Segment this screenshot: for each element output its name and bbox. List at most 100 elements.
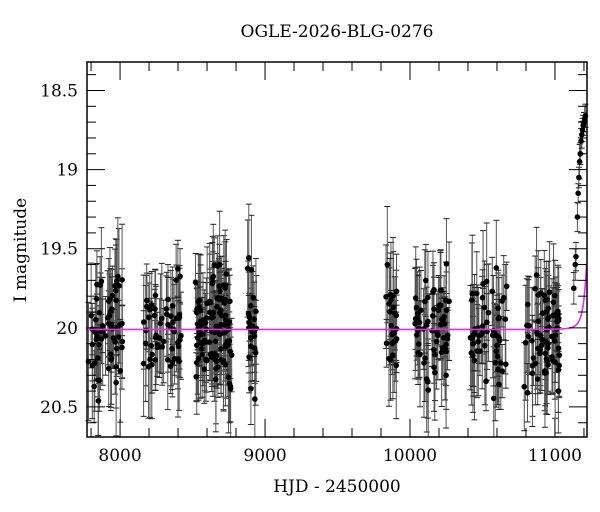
data-point (93, 336, 100, 343)
data-point (412, 295, 419, 301)
data-point (392, 310, 398, 317)
data-point (225, 374, 232, 381)
data-point (576, 174, 582, 181)
data-point (95, 398, 102, 404)
data-point (483, 319, 490, 326)
data-point (89, 341, 96, 348)
data-point (218, 346, 224, 352)
data-point (112, 339, 118, 345)
data-point (421, 360, 427, 366)
data-point (222, 329, 228, 335)
data-point (422, 355, 428, 361)
data-point (543, 308, 550, 315)
x-tick-label: 8000 (98, 446, 141, 466)
data-point (223, 271, 230, 277)
data-point (160, 338, 167, 345)
data-point (576, 158, 583, 165)
data-point (546, 289, 553, 295)
data-point (393, 336, 400, 342)
plot-frame (86, 61, 588, 438)
data-point (96, 341, 102, 348)
data-point (494, 353, 501, 360)
data-point (169, 345, 175, 352)
data-point (201, 366, 208, 373)
data-point (538, 342, 545, 348)
data-point (432, 351, 438, 358)
data-point (492, 359, 499, 366)
data-point (543, 356, 550, 362)
data-point (537, 332, 544, 339)
data-point (98, 336, 105, 342)
data-point (441, 334, 447, 341)
data-point (383, 340, 390, 347)
data-point (227, 298, 233, 305)
data-point (158, 315, 165, 322)
data-point (248, 267, 255, 273)
y-tick-label: 19 (56, 161, 78, 181)
data-point (535, 345, 541, 352)
data-point (423, 277, 429, 284)
data-point (416, 319, 423, 326)
data-point (216, 283, 223, 290)
data-point (552, 292, 558, 299)
data-point (119, 338, 126, 345)
data-point (490, 395, 497, 402)
data-point (522, 339, 529, 346)
data-point (532, 285, 538, 292)
data-point (199, 351, 205, 358)
data-point (470, 340, 476, 347)
data-point (386, 300, 393, 307)
data-point (524, 301, 531, 308)
data-point (165, 296, 171, 303)
data-point (521, 383, 528, 390)
data-point (471, 357, 478, 364)
data-point (144, 297, 150, 304)
data-point (469, 290, 476, 297)
y-axis-label: I magnitude (11, 198, 31, 302)
y-tick-label: 19.5 (40, 240, 78, 260)
data-point (170, 319, 176, 326)
data-point (113, 278, 120, 285)
data-point (213, 376, 219, 383)
data-point (93, 296, 100, 302)
chart-title: OGLE-2026-BLG-0276 (240, 22, 434, 42)
data-point (387, 357, 394, 363)
data-point (393, 362, 400, 369)
data-point (176, 311, 183, 318)
data-point (443, 372, 449, 379)
data-point (98, 278, 105, 285)
data-point (431, 364, 437, 371)
data-point (163, 311, 170, 318)
data-point (96, 309, 103, 316)
data-point (175, 356, 181, 362)
data-point (574, 214, 581, 220)
x-tick-label: 9000 (243, 446, 286, 466)
data-point (152, 292, 159, 299)
data-point (418, 307, 424, 314)
data-point (246, 254, 252, 261)
data-point (555, 311, 561, 318)
data-point (113, 363, 119, 370)
data-point (217, 288, 223, 295)
data-point (555, 345, 562, 351)
data-point (578, 131, 585, 138)
data-point (495, 305, 501, 311)
data-point (108, 355, 115, 362)
data-point (192, 279, 199, 286)
data-point (425, 294, 431, 301)
data-point (424, 378, 431, 385)
data-point (542, 350, 549, 357)
data-point (443, 297, 449, 304)
data-point (438, 287, 444, 293)
data-point (539, 336, 545, 343)
data-point (246, 319, 252, 326)
data-point (441, 321, 448, 327)
data-point (246, 314, 253, 321)
data-point (425, 387, 432, 393)
data-point (163, 306, 170, 312)
data-point (545, 341, 551, 347)
data-point (535, 318, 542, 325)
x-tick-label: 10000 (383, 446, 437, 466)
data-point (413, 332, 420, 338)
